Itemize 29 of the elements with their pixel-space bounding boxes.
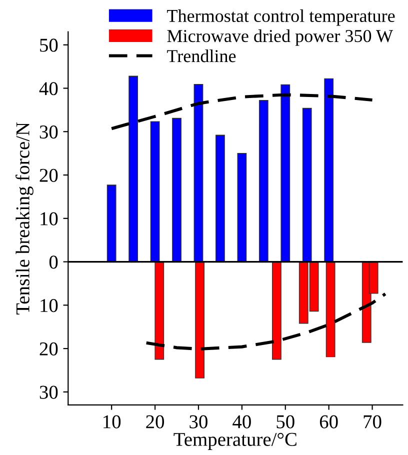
y-tick-label: 10 [40,298,58,312]
bar [106,184,116,262]
bar [216,134,225,262]
bar [172,118,182,262]
x-tick-label: 60 [320,415,338,428]
y-tick-label: 20 [40,342,58,356]
y-tick-label: 20 [40,168,58,182]
bar [258,100,268,262]
x-tick-label: 20 [146,415,164,428]
line-series [110,93,374,130]
x-tick-label: 10 [104,415,121,428]
y-axis-title: Tensile breaking force/N [16,122,34,315]
y-tick-label: 50 [40,38,58,52]
y-tick-label: 0 [49,256,58,269]
x-tick-label: 50 [276,415,294,428]
x-tick-label: 70 [364,415,382,428]
y-tick-label: 40 [39,82,58,96]
bar [128,76,138,262]
y-tick-label: 10 [40,212,58,226]
x-tick-label: 40 [232,415,251,428]
x-axis-title: Temperature/°C [174,432,296,450]
legend-label: Microwave dried power 350 W [167,29,393,46]
bar [237,152,247,262]
legend-label: Thermostat control temperature [167,9,395,26]
x-tick-label: 30 [190,415,208,428]
y-tick-label: 30 [40,386,58,399]
legend-label: Trendline [167,50,236,62]
line-series [144,292,387,351]
y-tick-label: 30 [40,125,58,139]
